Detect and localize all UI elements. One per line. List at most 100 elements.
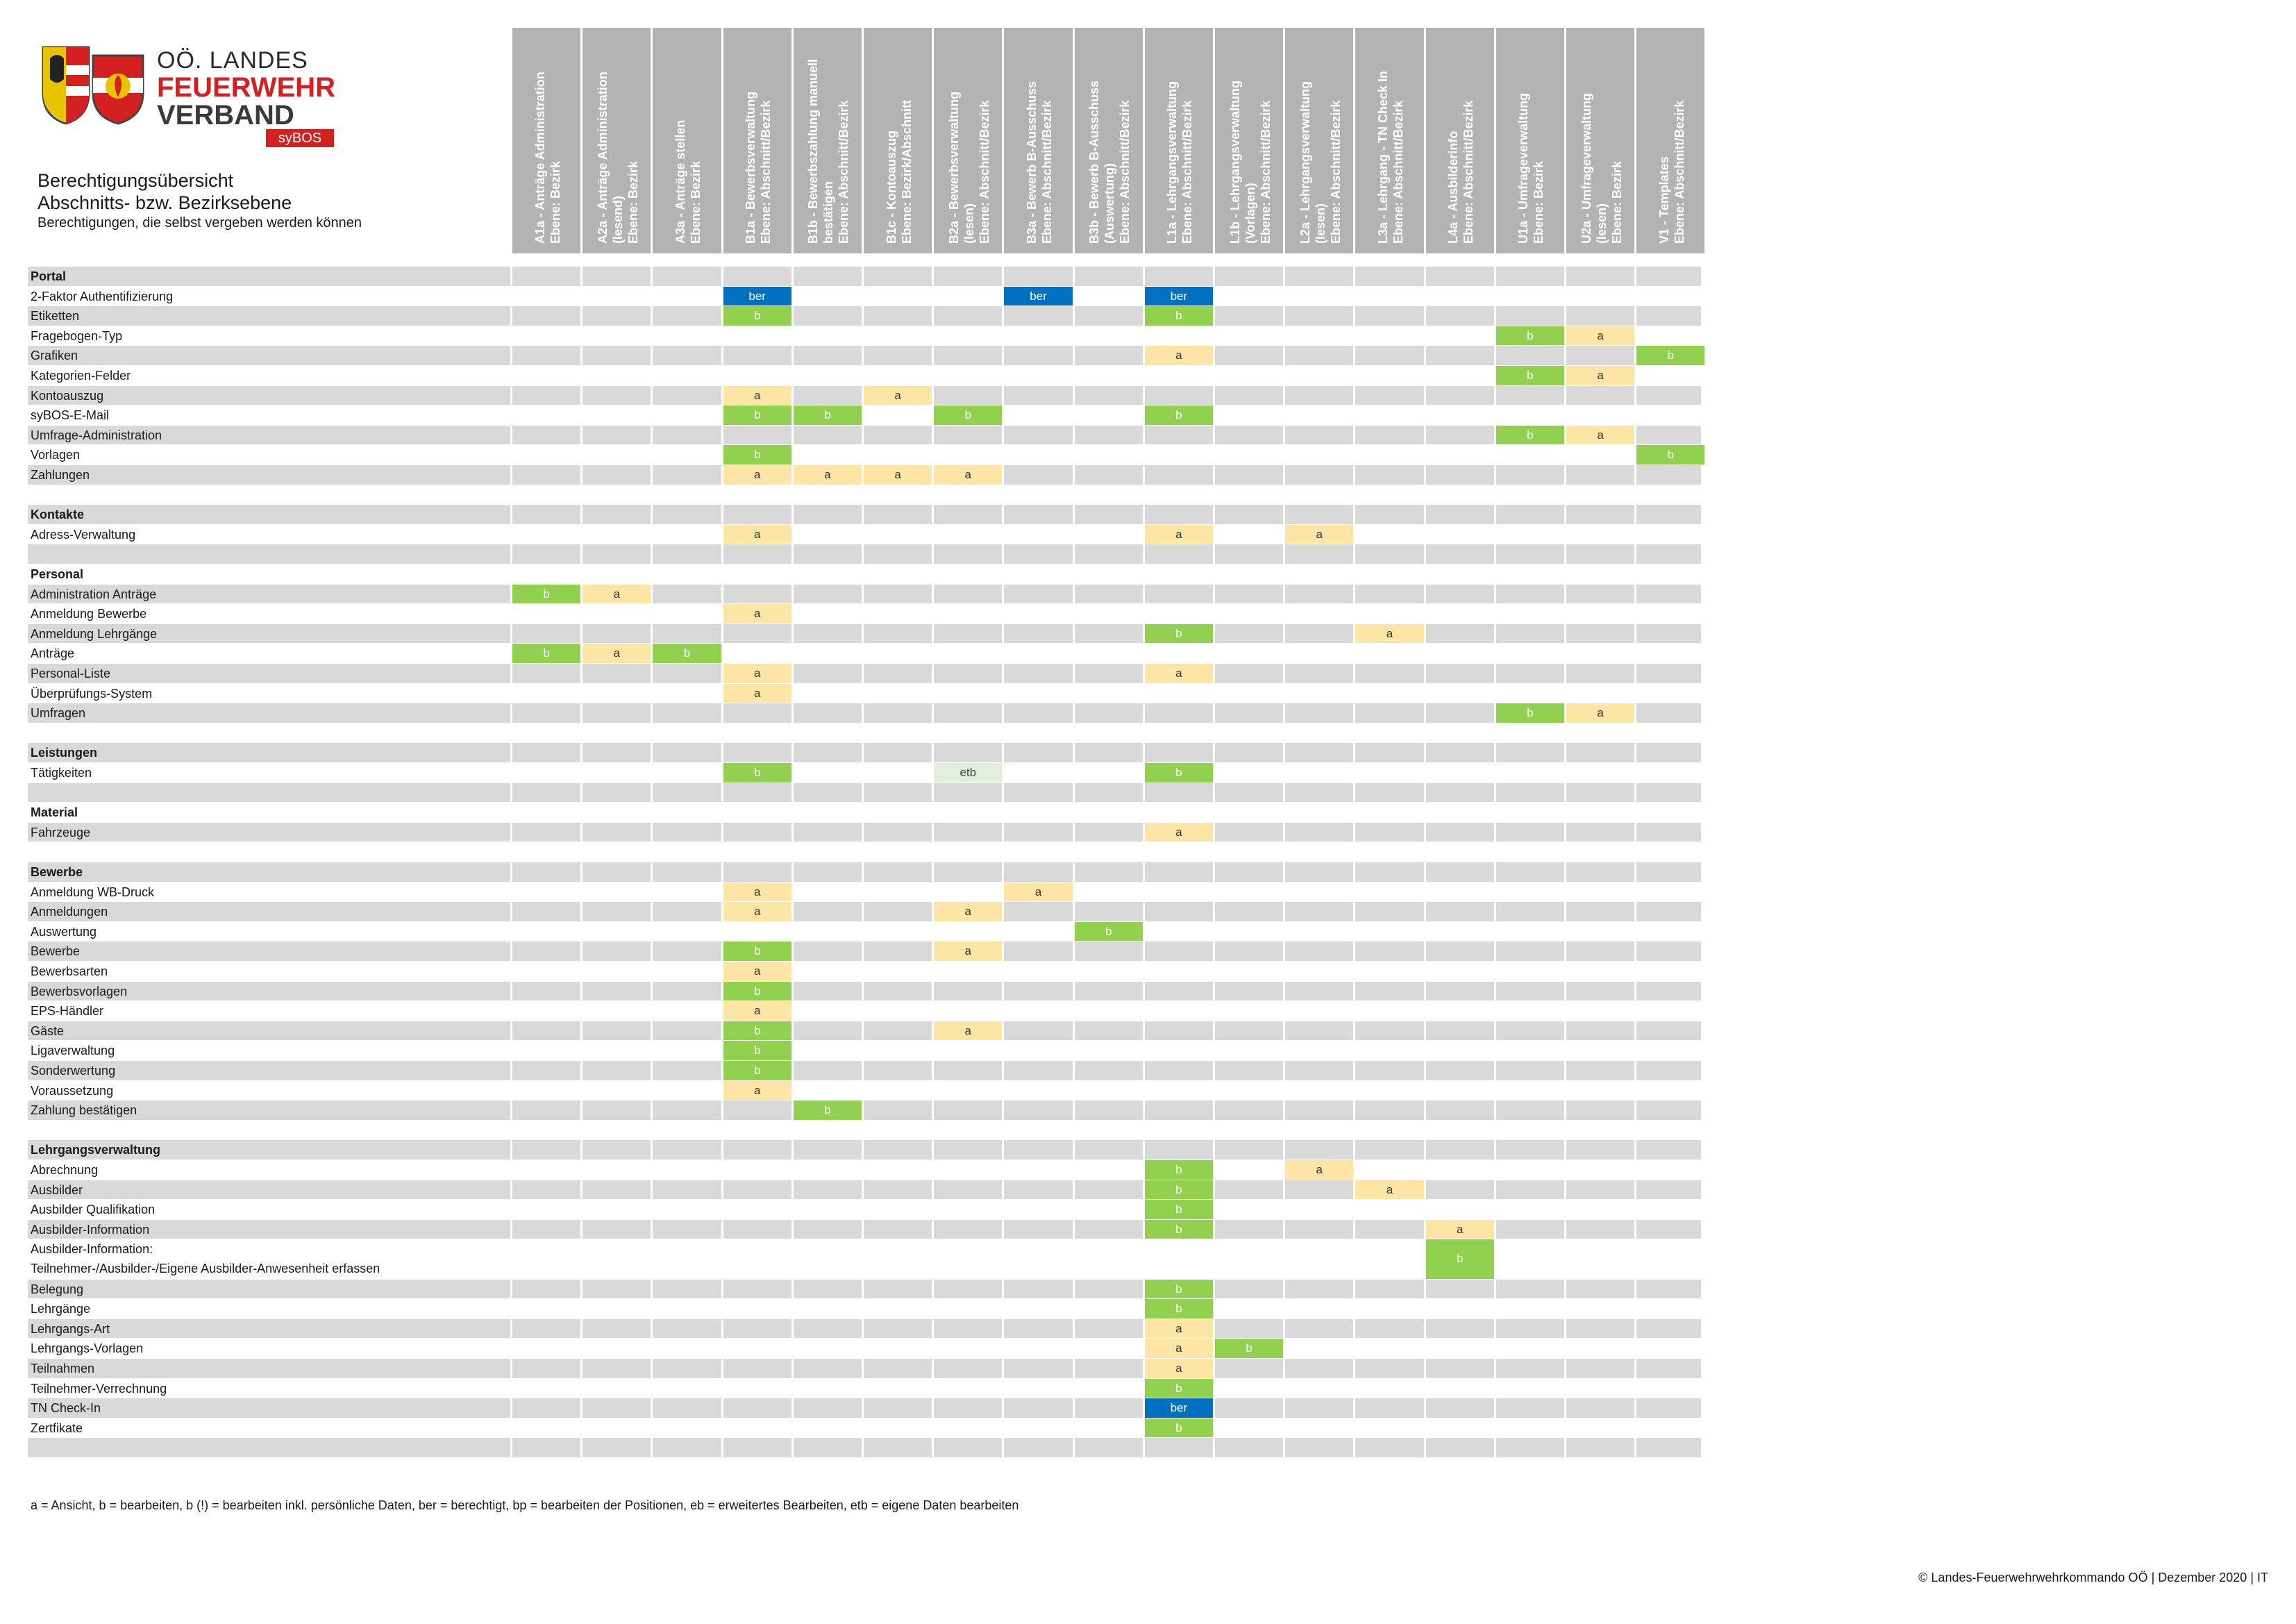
column-header-line: L1b - Lehrgangsverwaltung <box>1227 80 1242 244</box>
column-separator <box>1142 664 1145 683</box>
column-separator <box>1142 1180 1145 1200</box>
permission-cell: b <box>723 1061 791 1080</box>
column-separator <box>1072 267 1075 286</box>
column-separator <box>651 306 653 326</box>
permission-cell: a <box>583 644 651 663</box>
column-separator <box>1002 1021 1005 1041</box>
column-separator <box>1283 822 1286 842</box>
row-label-text: EPS-Händler <box>31 1004 104 1019</box>
permission-cell: ber <box>1144 1398 1213 1418</box>
column-separator <box>1564 1359 1566 1378</box>
row-label-text: Leistungen <box>31 746 98 760</box>
section-heading: Kontakte <box>31 505 84 524</box>
column-separator <box>651 1319 653 1339</box>
column-separator <box>1423 1100 1426 1120</box>
column-separator <box>1634 1398 1637 1418</box>
permission-cell: a <box>1566 425 1635 445</box>
permission-cell: ber <box>1004 286 1073 306</box>
column-header-line: A2a - Anträge Administration <box>595 72 610 244</box>
column-header-line: Ebene: Bezirk <box>688 160 703 244</box>
column-separator <box>791 1100 794 1120</box>
column-header-line: B3a - Bewerb B-Ausschuss <box>1024 81 1039 244</box>
column-header-line: Ebene: Bezirk <box>548 160 562 244</box>
column-separator <box>1283 1279 1286 1299</box>
column-header: U1a - Umfrageverwaltung Ebene: Bezirk <box>1495 28 1564 253</box>
column-separator <box>1493 1061 1496 1080</box>
column-separator <box>580 385 583 405</box>
column-separator <box>1634 267 1637 286</box>
column-separator <box>862 1279 864 1299</box>
column-separator <box>862 1398 864 1418</box>
permission-cell: b <box>723 405 791 425</box>
row-label: syBOS-E-Mail <box>31 405 109 425</box>
permission-cell: b <box>723 445 791 464</box>
row-label: Lehrgangs-Vorlagen <box>31 1339 143 1358</box>
column-separator <box>862 941 864 961</box>
row-background <box>28 664 1701 683</box>
column-separator <box>1353 1180 1356 1200</box>
column-separator <box>721 1100 723 1120</box>
column-separator <box>932 822 935 842</box>
column-separator <box>791 465 794 485</box>
column-separator <box>932 1438 935 1457</box>
row-label-text: Ausbilder <box>31 1182 83 1197</box>
column-header-line: (lesend) <box>610 195 625 244</box>
row-label-text: Ausbilder-Information <box>31 1222 150 1237</box>
column-separator <box>862 465 864 485</box>
column-separator <box>1353 1100 1356 1120</box>
column-separator <box>651 1279 653 1299</box>
column-separator <box>510 505 512 524</box>
column-separator <box>1564 822 1566 842</box>
column-separator <box>862 584 864 604</box>
sybos-badge: syBOS <box>266 129 334 147</box>
column-separator <box>580 902 583 921</box>
column-separator <box>1002 623 1005 644</box>
row-label-text: Teilnehmer-Verrechnung <box>31 1381 167 1396</box>
column-separator <box>1142 862 1145 882</box>
column-separator <box>1002 703 1005 723</box>
column-separator <box>721 1359 723 1378</box>
column-separator <box>1423 822 1426 842</box>
column-separator <box>1072 623 1075 644</box>
column-separator <box>721 981 723 1001</box>
column-separator <box>1564 981 1566 1001</box>
column-separator <box>510 862 512 882</box>
column-header-line: (lesen) <box>1594 203 1609 244</box>
column-separator <box>651 941 653 961</box>
column-separator <box>1283 1319 1286 1339</box>
column-separator <box>510 1021 512 1041</box>
column-header-line: Ebene: Bezirk <box>1609 160 1624 244</box>
column-separator <box>651 1359 653 1378</box>
column-separator <box>651 623 653 644</box>
column-separator <box>580 544 583 564</box>
column-separator <box>721 267 723 286</box>
column-header: B1b - Bewerbszahlung manuell bestätigen Eb… <box>793 28 862 253</box>
column-separator <box>1283 1219 1286 1239</box>
column-separator <box>1142 505 1145 524</box>
column-separator <box>510 1398 512 1418</box>
column-separator <box>1002 465 1005 485</box>
column-separator <box>1353 623 1356 644</box>
column-header-line: Ebene: Abschnitt/Bezirk <box>1391 100 1405 244</box>
column-header-line: (Vorlagen) <box>1243 183 1257 244</box>
column-separator <box>1283 505 1286 524</box>
column-separator <box>1493 862 1496 882</box>
permission-cell: b <box>1636 445 1705 464</box>
column-separator <box>1072 346 1075 365</box>
column-separator <box>651 425 653 445</box>
column-separator <box>510 1319 512 1339</box>
column-separator <box>580 1219 583 1239</box>
column-separator <box>1283 902 1286 921</box>
column-separator <box>1213 1021 1215 1041</box>
column-separator <box>1493 664 1496 683</box>
column-separator <box>791 1219 794 1239</box>
column-separator <box>1072 425 1075 445</box>
column-separator <box>580 346 583 365</box>
row-label-text: Vorlagen <box>31 448 81 462</box>
column-separator <box>1564 902 1566 921</box>
column-separator <box>791 1279 794 1299</box>
column-header-line: B3b - Bewerb B-Ausschuss <box>1087 80 1102 244</box>
column-separator <box>1072 505 1075 524</box>
permission-cell: b <box>1144 1160 1213 1180</box>
column-header: L1b - Lehrgangsverwaltung (Vorlagen) Ebene… <box>1215 28 1284 253</box>
